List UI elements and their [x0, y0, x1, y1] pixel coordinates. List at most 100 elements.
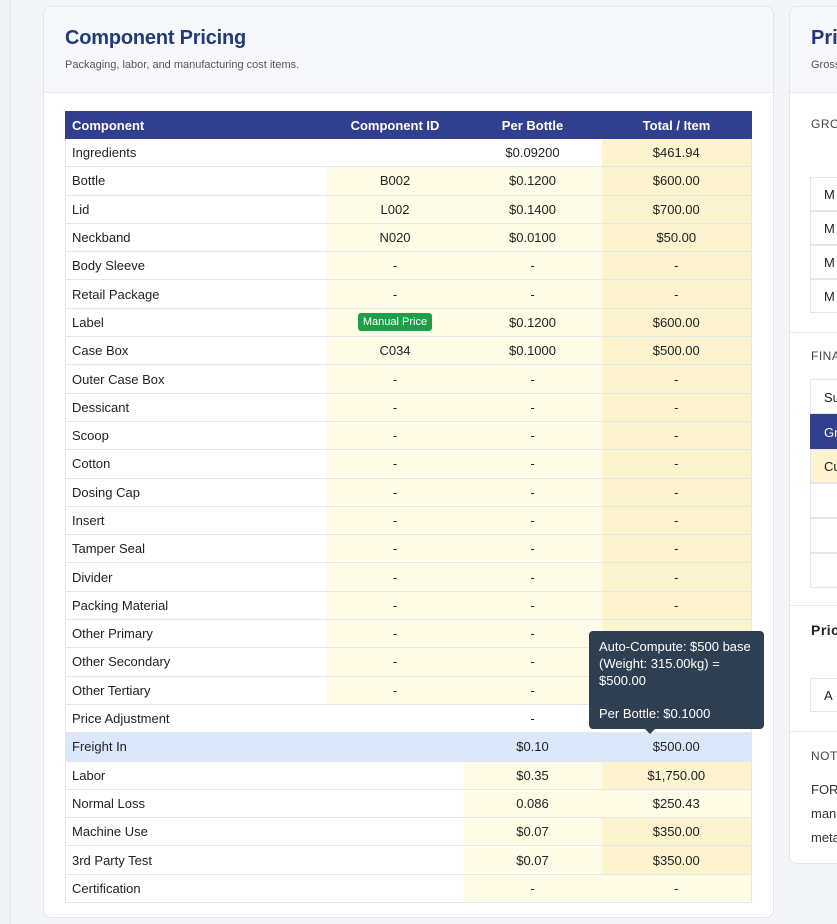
- per-bottle-cell: $0.07: [463, 845, 602, 875]
- auto-compute-tooltip: Auto-Compute: $500 base (Weight: 315.00k…: [589, 631, 764, 734]
- table-row: Insert - - -: [65, 506, 752, 536]
- tooltip-line-compute: Auto-Compute: $500 base (Weight: 315.00k…: [599, 639, 751, 688]
- component-name-cell: Dessicant: [65, 393, 327, 422]
- table-row: Divider - - -: [65, 562, 752, 592]
- table-row: Neckband N020 $0.0100 $50.00: [65, 223, 752, 253]
- per-bottle-cell: $0.1200: [463, 166, 602, 196]
- total-item-cell: $350.00: [601, 817, 752, 847]
- component-id-cell[interactable]: -: [326, 506, 464, 536]
- component-id-cell[interactable]: -: [326, 562, 464, 592]
- component-name-cell: Lid: [65, 195, 327, 224]
- gross-item-3[interactable]: M: [810, 245, 837, 279]
- per-bottle-cell: -: [463, 364, 602, 394]
- component-id-cell[interactable]: [326, 874, 464, 904]
- component-id-cell[interactable]: -: [326, 393, 464, 422]
- table-row: Machine Use $0.07 $350.00: [65, 817, 752, 847]
- total-item-cell: -: [601, 478, 752, 507]
- component-id-cell[interactable]: [326, 817, 464, 847]
- component-name-cell: Other Tertiary: [65, 676, 327, 705]
- final-row-gross: Gr: [810, 414, 837, 449]
- total-item-cell: -: [601, 591, 752, 621]
- gross-item-2[interactable]: M: [810, 211, 837, 245]
- per-bottle-cell: -: [463, 647, 602, 677]
- component-id-cell[interactable]: [326, 732, 464, 762]
- total-item-cell: -: [601, 251, 752, 281]
- price-select[interactable]: A: [810, 678, 837, 712]
- table-row: Ingredients $0.09200 $461.94: [65, 138, 752, 168]
- total-item-cell: $350.00: [601, 845, 752, 875]
- component-id-cell[interactable]: -: [326, 251, 464, 281]
- component-name-cell: Body Sleeve: [65, 251, 327, 281]
- notes-line-1: FOR: [811, 782, 837, 797]
- component-id-cell[interactable]: -: [326, 534, 464, 564]
- total-item-cell: $500.00: [601, 732, 752, 762]
- table-row: Certification - -: [65, 874, 752, 904]
- component-id-cell[interactable]: [326, 761, 464, 790]
- component-id-cell[interactable]: [326, 789, 464, 819]
- column-header-component[interactable]: Component: [65, 111, 327, 139]
- per-bottle-cell: $0.1000: [463, 336, 602, 366]
- final-row-blank-3: [810, 553, 837, 588]
- notes-line-3: meta: [811, 830, 837, 845]
- component-id-cell[interactable]: -: [326, 364, 464, 394]
- table-row: Dessicant - - -: [65, 393, 752, 422]
- gross-item-4[interactable]: M: [810, 279, 837, 313]
- component-id-cell[interactable]: -: [326, 449, 464, 479]
- per-bottle-cell: -: [463, 704, 602, 734]
- component-id-cell[interactable]: [326, 704, 464, 734]
- component-id-cell[interactable]: C034: [326, 336, 464, 366]
- component-id-cell[interactable]: L002: [326, 195, 464, 224]
- component-id-cell[interactable]: [326, 845, 464, 875]
- per-bottle-cell: -: [463, 393, 602, 422]
- card-title: Component Pricing: [65, 27, 247, 49]
- component-name-cell: Insert: [65, 506, 327, 536]
- per-bottle-cell: $0.35: [463, 761, 602, 790]
- manual-price-badge[interactable]: Manual Price: [357, 313, 433, 332]
- component-id-cell[interactable]: B002: [326, 166, 464, 196]
- total-item-cell: $600.00: [601, 166, 752, 196]
- section-divider: [790, 332, 837, 333]
- left-sidebar-edge: [0, 0, 11, 924]
- final-row-blank-2: [810, 518, 837, 553]
- column-header-per-bottle[interactable]: Per Bottle: [463, 111, 602, 139]
- column-header-component-id[interactable]: Component ID: [326, 111, 464, 139]
- total-item-cell: -: [601, 534, 752, 564]
- summary-card-header: Pri Gross: [790, 7, 837, 93]
- table-row: Normal Loss 0.086 $250.43: [65, 789, 752, 819]
- component-name-cell: Freight In: [65, 732, 327, 762]
- per-bottle-cell: $0.07: [463, 817, 602, 847]
- card-subtitle: Packaging, labor, and manufacturing cost…: [65, 59, 300, 71]
- per-bottle-cell: -: [463, 562, 602, 592]
- per-bottle-cell: -: [463, 506, 602, 536]
- total-item-cell: -: [601, 506, 752, 536]
- component-id-cell[interactable]: -: [326, 591, 464, 621]
- component-id-cell[interactable]: -: [326, 676, 464, 705]
- table-row: Case Box C034 $0.1000 $500.00: [65, 336, 752, 366]
- tooltip-arrow: [645, 729, 655, 734]
- notes-line-2: man: [811, 806, 837, 821]
- component-id-cell[interactable]: -: [326, 421, 464, 451]
- component-id-cell[interactable]: -: [326, 647, 464, 677]
- per-bottle-cell: $0.09200: [463, 138, 602, 168]
- component-name-cell: Neckband: [65, 223, 327, 253]
- component-id-cell[interactable]: -: [326, 478, 464, 507]
- total-item-cell: -: [601, 562, 752, 592]
- component-id-cell[interactable]: -: [326, 279, 464, 309]
- total-item-cell: $700.00: [601, 195, 752, 224]
- component-name-cell: Outer Case Box: [65, 364, 327, 394]
- component-name-cell: Ingredients: [65, 138, 327, 168]
- component-id-cell[interactable]: Manual Price: [326, 308, 464, 338]
- component-id-cell[interactable]: [326, 138, 464, 168]
- table-row: Labor $0.35 $1,750.00: [65, 761, 752, 790]
- section-label-gross: GRO: [811, 117, 837, 131]
- component-id-cell[interactable]: N020: [326, 223, 464, 253]
- gross-item-1[interactable]: M: [810, 177, 837, 211]
- table-row: Body Sleeve - - -: [65, 251, 752, 281]
- component-name-cell: Other Primary: [65, 619, 327, 649]
- component-name-cell: 3rd Party Test: [65, 845, 327, 875]
- column-header-total-item[interactable]: Total / Item: [601, 111, 752, 139]
- component-name-cell: Retail Package: [65, 279, 327, 309]
- per-bottle-cell: $0.0100: [463, 223, 602, 253]
- component-name-cell: Dosing Cap: [65, 478, 327, 507]
- component-id-cell[interactable]: -: [326, 619, 464, 649]
